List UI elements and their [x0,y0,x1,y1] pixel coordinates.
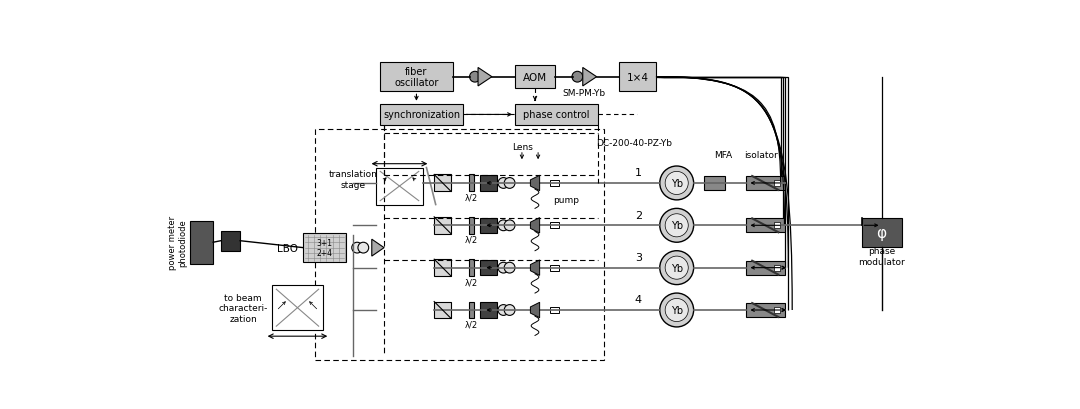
Bar [481,260,497,276]
Text: λ/2: λ/2 [464,193,477,202]
Circle shape [498,305,509,316]
Bar [773,307,780,313]
Text: DC-200-40-PZ-Yb: DC-200-40-PZ-Yb [596,138,673,147]
Text: λ/2: λ/2 [464,235,477,244]
Polygon shape [530,176,540,191]
Polygon shape [530,260,540,276]
Bar [550,265,558,271]
Text: phase
modulator: phase modulator [859,247,905,266]
Circle shape [504,178,515,189]
Circle shape [660,166,693,200]
Text: to beam
characteri-
zation: to beam characteri- zation [218,293,268,323]
Circle shape [665,299,688,322]
Bar [190,222,213,264]
Text: AOM: AOM [523,72,548,83]
Bar [773,222,780,229]
Text: 3: 3 [635,252,642,262]
Bar [704,177,725,191]
Text: synchronization: synchronization [383,110,460,120]
Bar [469,175,474,192]
Circle shape [498,220,509,231]
Circle shape [498,178,509,189]
Text: λ/2: λ/2 [464,319,477,328]
Bar [515,104,598,126]
Polygon shape [372,240,384,256]
Bar [773,180,780,187]
Text: SM-PM-Yb: SM-PM-Yb [563,89,606,98]
Bar [380,104,463,126]
Bar [481,218,497,234]
Circle shape [504,305,515,316]
Circle shape [357,243,368,254]
Bar [550,222,558,229]
Text: phase control: phase control [524,110,590,120]
Text: λ/2: λ/2 [464,277,477,286]
Bar [469,217,474,234]
Bar [550,180,558,187]
Bar [862,218,902,247]
Circle shape [504,263,515,273]
Bar [746,303,784,317]
Bar [481,303,497,318]
Bar [469,260,474,276]
Bar [746,219,784,233]
Circle shape [572,72,583,83]
Bar [434,302,451,319]
Bar [619,63,656,92]
Text: pump: pump [554,196,580,205]
Circle shape [352,243,363,254]
Bar [481,176,497,191]
Bar [773,265,780,271]
Text: 1×4: 1×4 [626,72,648,83]
Circle shape [498,263,509,273]
Bar [746,177,784,191]
Circle shape [665,172,688,195]
Polygon shape [530,218,540,234]
Bar [469,302,474,319]
Bar [434,260,451,276]
Text: Yb: Yb [671,178,683,189]
Polygon shape [530,303,540,318]
Bar [303,234,346,263]
Text: MFA: MFA [714,151,732,160]
Bar [272,285,323,330]
Polygon shape [583,68,596,87]
Text: fiber
oscillator: fiber oscillator [394,67,438,88]
Text: Lens: Lens [512,143,534,152]
Circle shape [660,209,693,243]
Bar [221,232,240,251]
Text: 1: 1 [635,168,642,178]
Text: Yb: Yb [671,305,683,315]
Polygon shape [478,68,491,87]
Text: φ: φ [877,225,887,240]
Circle shape [665,214,688,237]
Text: 2: 2 [635,210,642,220]
Circle shape [470,72,481,83]
Text: translation
stage: translation stage [329,170,378,189]
Text: 3+1
2+4: 3+1 2+4 [316,238,332,258]
Bar [550,307,558,313]
Text: LBO: LBO [278,243,298,253]
Bar [434,217,451,234]
Text: Yb: Yb [671,263,683,273]
Bar [434,175,451,192]
Bar [377,168,422,205]
Bar [380,63,454,92]
Text: isolator: isolator [744,151,779,160]
Circle shape [665,256,688,279]
Circle shape [660,251,693,285]
Bar [515,66,555,89]
Bar [746,261,784,275]
Bar [314,130,604,360]
Circle shape [660,293,693,327]
Text: 4: 4 [635,294,642,304]
Text: Yb: Yb [671,221,683,231]
Text: power meter
photodiode: power meter photodiode [168,216,188,270]
Circle shape [504,220,515,231]
